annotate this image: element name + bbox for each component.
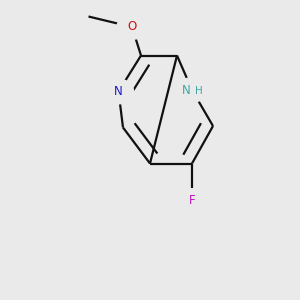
Ellipse shape: [117, 15, 147, 39]
Ellipse shape: [177, 189, 207, 213]
Text: N: N: [114, 85, 123, 98]
Text: H: H: [195, 86, 203, 96]
Ellipse shape: [177, 78, 207, 102]
Text: F: F: [189, 194, 195, 208]
Text: N: N: [182, 83, 191, 97]
Text: O: O: [128, 20, 136, 34]
Ellipse shape: [103, 79, 134, 104]
